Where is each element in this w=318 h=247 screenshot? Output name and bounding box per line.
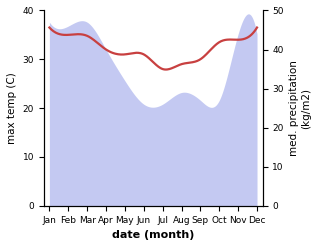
Y-axis label: max temp (C): max temp (C)	[7, 72, 17, 144]
X-axis label: date (month): date (month)	[112, 230, 194, 240]
Y-axis label: med. precipitation
(kg/m2): med. precipitation (kg/m2)	[289, 60, 311, 156]
